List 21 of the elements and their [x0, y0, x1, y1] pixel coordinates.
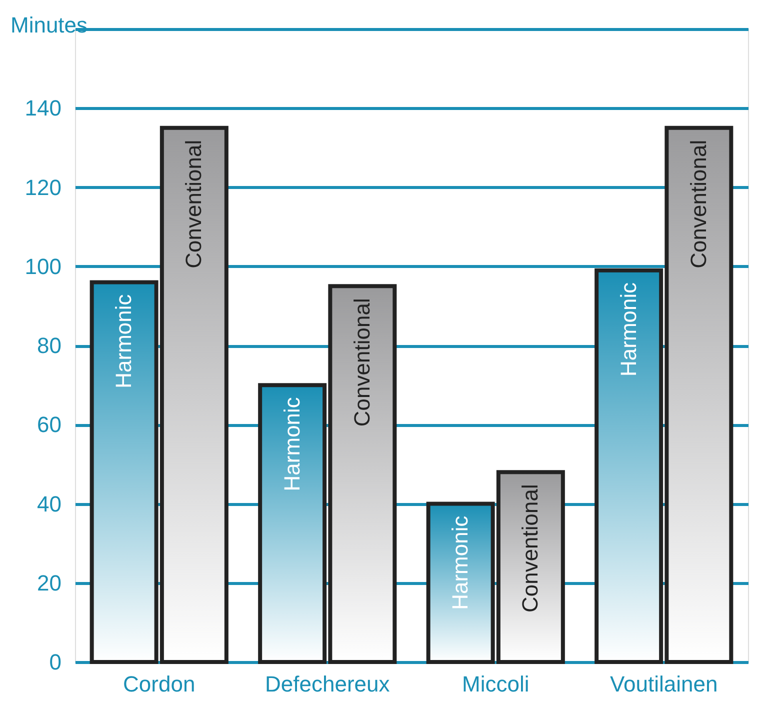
y-axis-title: Minutes	[10, 12, 88, 38]
series-label: Conventional	[181, 140, 206, 268]
y-tick-label: 80	[37, 333, 62, 358]
y-tick-label: 20	[37, 570, 62, 596]
y-tick-label: 120	[24, 174, 62, 200]
text: Harmonic	[279, 397, 304, 492]
x-tick-label: Cordon	[123, 672, 196, 696]
y-tick-label: 40	[37, 491, 62, 516]
y-tick-label: 100	[24, 254, 62, 279]
series-label: Harmonic	[111, 294, 136, 388]
x-tick-label: Defechereux	[265, 672, 390, 696]
text: Conventional	[686, 140, 711, 268]
x-tick-label: Miccoli	[462, 672, 530, 696]
text: Conventional	[518, 484, 543, 613]
y-tick-label: 140	[24, 96, 62, 121]
y-tick-label: 0	[49, 650, 62, 674]
text: Harmonic	[616, 282, 641, 376]
text: Harmonic	[448, 516, 473, 610]
x-tick-label: Voutilainen	[610, 672, 718, 696]
text: Conventional	[349, 298, 374, 427]
y-tick-label: 60	[37, 412, 62, 438]
